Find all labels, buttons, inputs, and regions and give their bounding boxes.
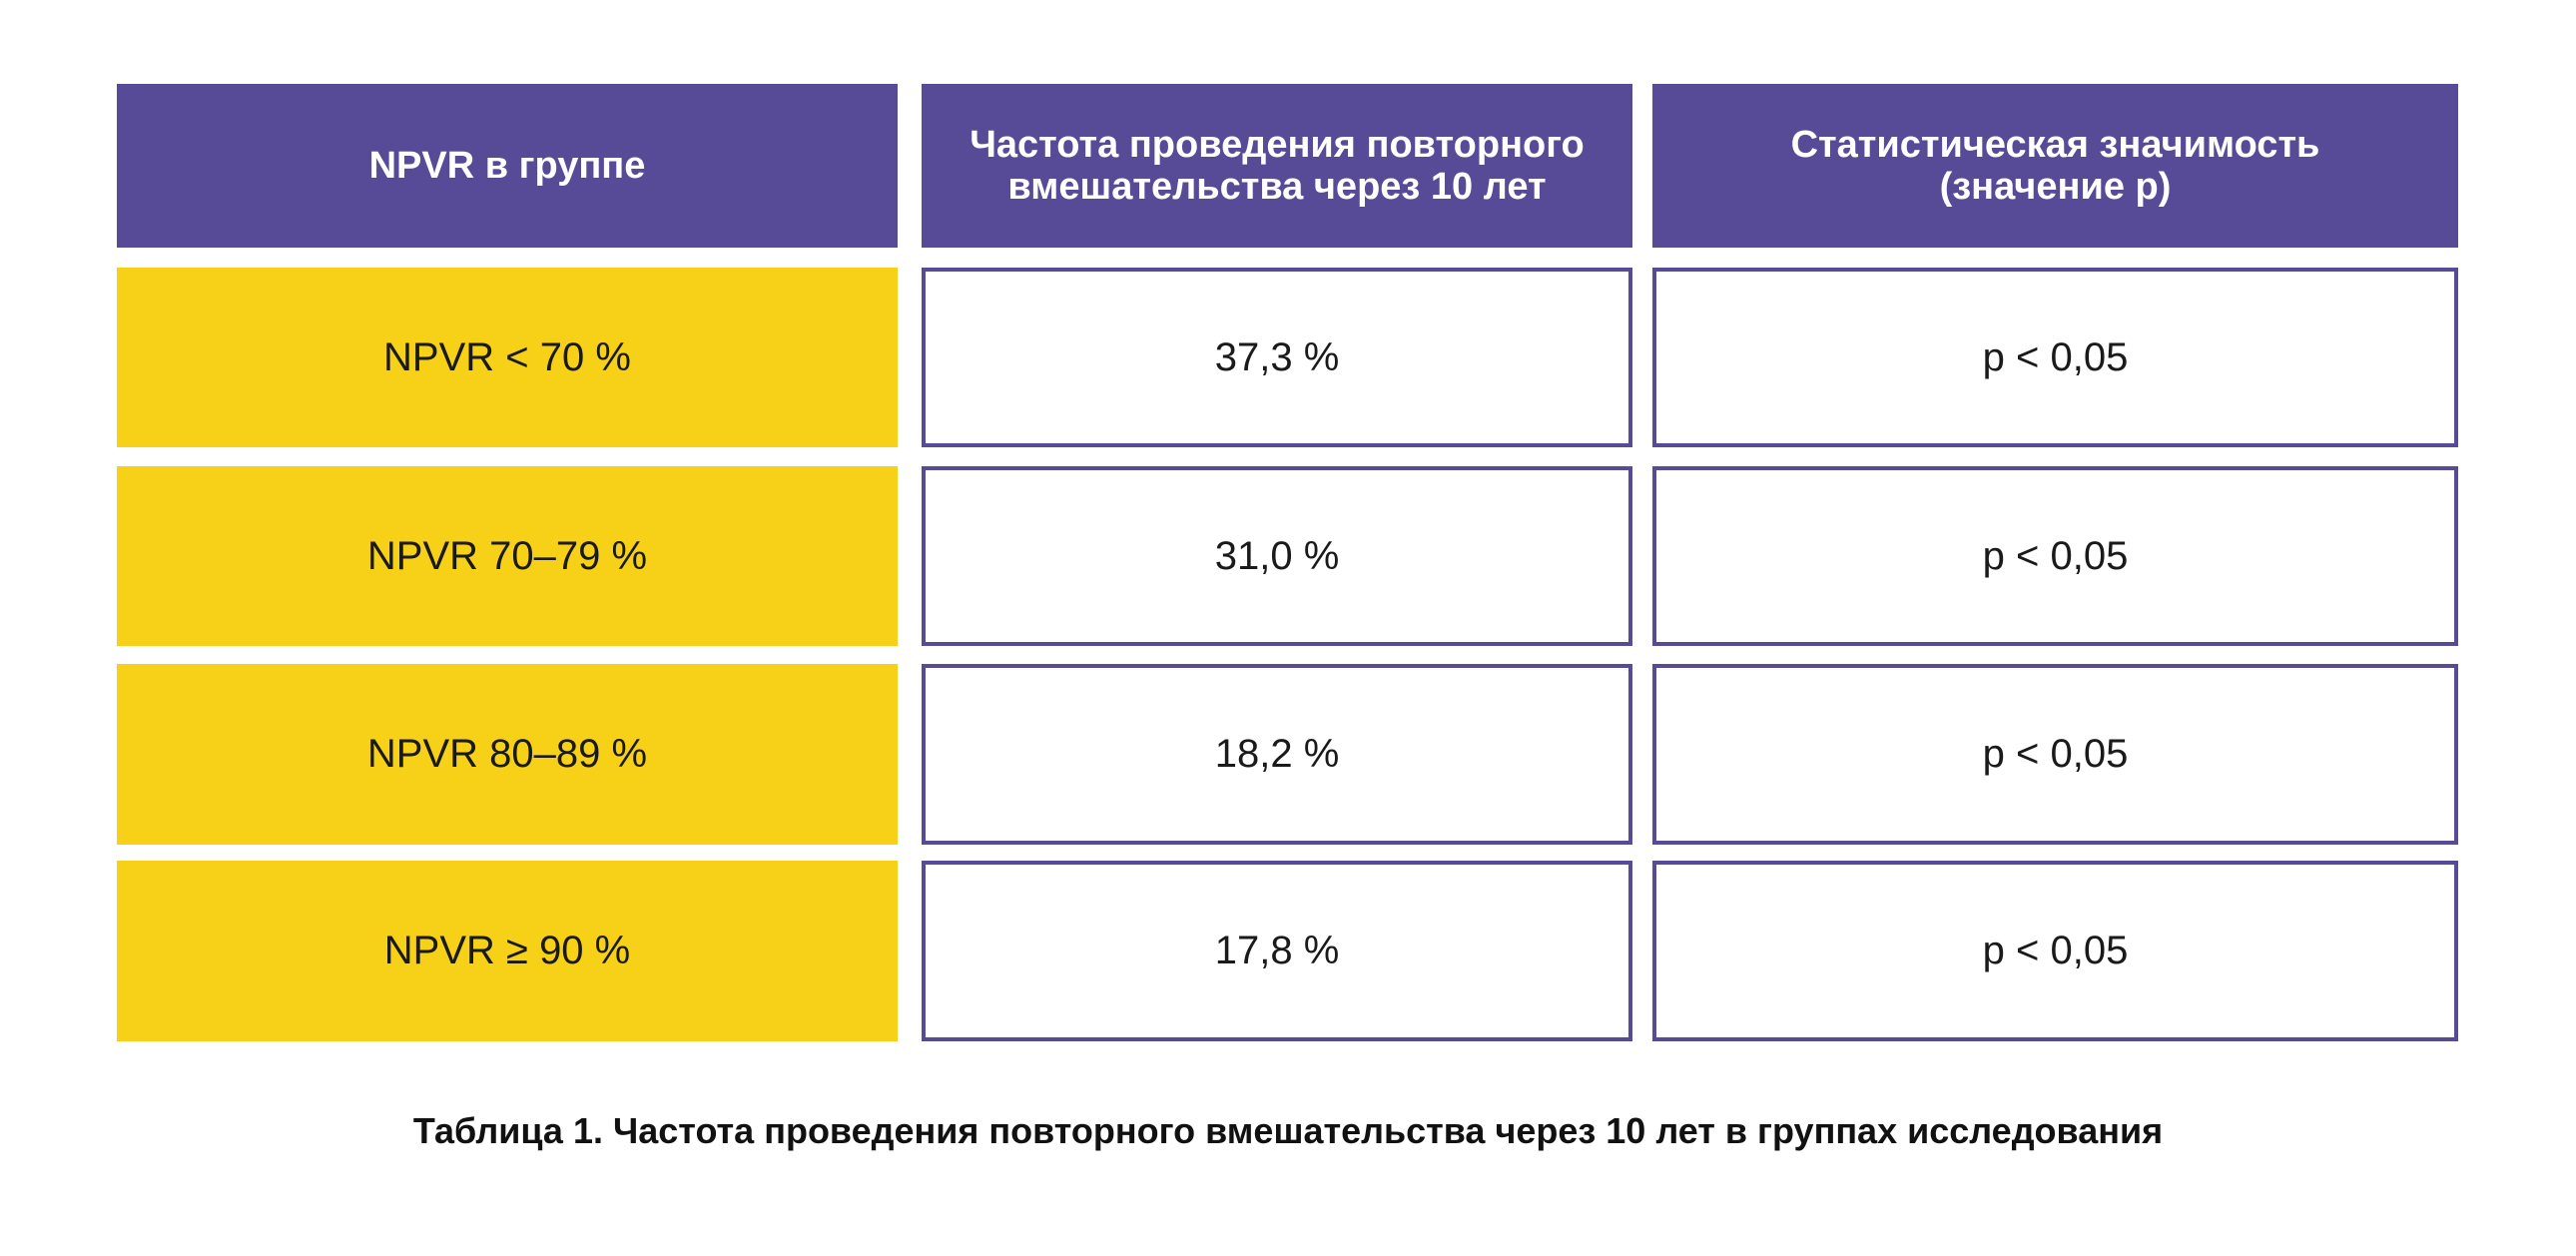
header-npvr-group: NPVR в группе	[117, 84, 898, 248]
cell-p: p < 0,05	[1652, 861, 2458, 1041]
cell-group: NPVR < 70 %	[117, 268, 898, 447]
cell-rate: 37,3 %	[922, 268, 1632, 447]
cell-group: NPVR ≥ 90 %	[117, 861, 898, 1041]
cell-p: p < 0,05	[1652, 664, 2458, 845]
cell-p: p < 0,05	[1652, 466, 2458, 646]
header-p-value: Статистическая значимость (значение p)	[1652, 84, 2458, 248]
table-caption: Таблица 1. Частота проведения повторного…	[412, 1110, 2164, 1151]
cell-group: NPVR 70–79 %	[117, 466, 898, 646]
header-reintervention-rate: Частота проведения повторного вмешательс…	[922, 84, 1632, 248]
cell-rate: 18,2 %	[922, 664, 1632, 845]
cell-rate: 31,0 %	[922, 466, 1632, 646]
cell-rate: 17,8 %	[922, 861, 1632, 1041]
cell-group: NPVR 80–89 %	[117, 664, 898, 845]
cell-p: p < 0,05	[1652, 268, 2458, 447]
